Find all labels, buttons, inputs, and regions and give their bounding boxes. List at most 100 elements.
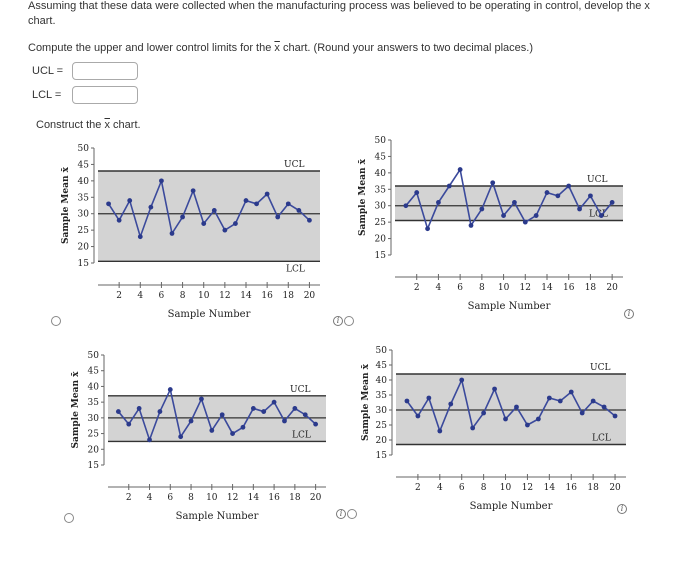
x-axis-label: Sample Number <box>470 501 553 512</box>
y-tick-label: 50 <box>88 351 100 361</box>
lcl-row: LCL = <box>32 86 138 104</box>
control-band <box>108 395 326 442</box>
data-point <box>285 201 291 207</box>
info-icon[interactable]: i <box>336 509 346 519</box>
ucl-input[interactable] <box>72 62 138 80</box>
x-tick-label: 8 <box>188 493 194 503</box>
data-point <box>512 200 517 205</box>
info-icon[interactable]: i <box>333 316 343 326</box>
x-tick-label: 18 <box>289 493 301 503</box>
data-point <box>598 213 604 218</box>
y-tick-label: 30 <box>88 414 100 424</box>
y-tick-label: 50 <box>375 136 387 146</box>
data-point <box>468 223 474 228</box>
x-tick-label: 16 <box>268 493 280 503</box>
y-tick-label: 20 <box>78 243 90 253</box>
x-tick-label: 12 <box>520 283 531 293</box>
data-point <box>557 398 563 404</box>
y-tick-label: 40 <box>376 376 388 386</box>
data-point <box>490 180 496 186</box>
x-tick-label: 20 <box>304 291 316 301</box>
data-point <box>167 387 173 392</box>
x-tick-label: 18 <box>283 291 295 301</box>
y-tick-label: 35 <box>88 398 100 408</box>
data-point <box>264 191 270 197</box>
info-icon[interactable]: i <box>624 309 634 319</box>
x-tick-label: 4 <box>147 493 153 503</box>
info-icon[interactable]: i <box>617 504 627 514</box>
series-line <box>406 377 616 434</box>
data-point <box>601 404 607 410</box>
ucl-row: UCL = <box>32 62 138 80</box>
y-axis-label: Sample Mean x̄ <box>361 363 371 441</box>
x-tick-label: 20 <box>310 493 322 503</box>
y-tick-label: 20 <box>375 235 387 245</box>
x-tick-label: 6 <box>459 483 465 493</box>
series-line <box>107 178 310 240</box>
data-point <box>437 428 443 434</box>
data-point <box>492 386 497 392</box>
y-tick-label: 40 <box>78 177 90 187</box>
ucl-label: UCL <box>284 160 304 170</box>
question-text: Assuming that these data were collected … <box>28 0 650 12</box>
x-tick-label: 20 <box>609 483 621 493</box>
x-tick-label: 8 <box>479 283 485 293</box>
data-point <box>470 425 476 431</box>
data-point <box>115 409 121 414</box>
x-tick-label: 12 <box>522 483 533 493</box>
data-point <box>233 221 238 226</box>
y-tick-label: 20 <box>376 436 388 446</box>
radio-option-c[interactable] <box>64 513 74 523</box>
y-tick-label: 45 <box>375 152 387 162</box>
x-tick-label: 2 <box>126 493 132 503</box>
data-point <box>459 377 465 383</box>
x-tick-label: 18 <box>585 283 597 293</box>
data-point <box>222 227 228 233</box>
y-tick-label: 30 <box>375 202 387 212</box>
data-point <box>148 204 154 210</box>
data-point <box>296 208 302 213</box>
ucl-label: UCL <box>590 363 610 373</box>
data-point <box>116 217 122 223</box>
data-point <box>415 413 421 419</box>
radio-option-d[interactable] <box>347 509 357 519</box>
x-tick-label: 8 <box>481 483 487 493</box>
data-point <box>307 217 312 223</box>
data-point <box>250 406 256 411</box>
y-tick-label: 30 <box>376 406 388 416</box>
y-tick-label: 35 <box>375 185 387 195</box>
lcl-input[interactable] <box>72 86 138 104</box>
data-point <box>425 226 430 232</box>
y-tick-label: 20 <box>88 445 100 455</box>
series-line <box>405 167 613 232</box>
x-tick-label: 14 <box>240 291 252 301</box>
y-tick-label: 40 <box>88 382 100 392</box>
data-point <box>240 424 246 430</box>
y-tick-label: 25 <box>376 421 388 431</box>
series-line <box>117 387 317 443</box>
y-axis-label: Sample Mean x̄ <box>358 158 368 236</box>
data-point <box>188 418 194 424</box>
data-point <box>590 398 596 404</box>
x-tick-label: 12 <box>227 493 238 503</box>
lcl-label: LCL = <box>32 89 62 101</box>
x-tick-label: 2 <box>414 283 420 293</box>
data-point <box>137 234 143 240</box>
x-tick-label: 4 <box>137 291 143 301</box>
y-tick-label: 35 <box>376 391 388 401</box>
data-point <box>426 395 432 401</box>
data-point <box>157 409 163 414</box>
y-tick-label: 40 <box>375 169 387 179</box>
radio-option-a[interactable] <box>51 316 61 326</box>
x-axis-label: Sample Number <box>468 301 551 312</box>
chart-option-d: UCL LCL 15 20 25 30 35 40 45 50 Sample Mean x̄ 2 4 6 8… <box>361 346 626 512</box>
control-band <box>396 374 626 445</box>
data-point <box>566 183 572 189</box>
data-point <box>546 395 552 401</box>
data-point <box>479 206 485 212</box>
data-point <box>230 431 235 436</box>
x-tick-label: 10 <box>206 493 218 503</box>
data-point <box>481 410 487 416</box>
x-bar-symbol: x <box>274 42 280 54</box>
radio-option-b[interactable] <box>344 316 354 326</box>
